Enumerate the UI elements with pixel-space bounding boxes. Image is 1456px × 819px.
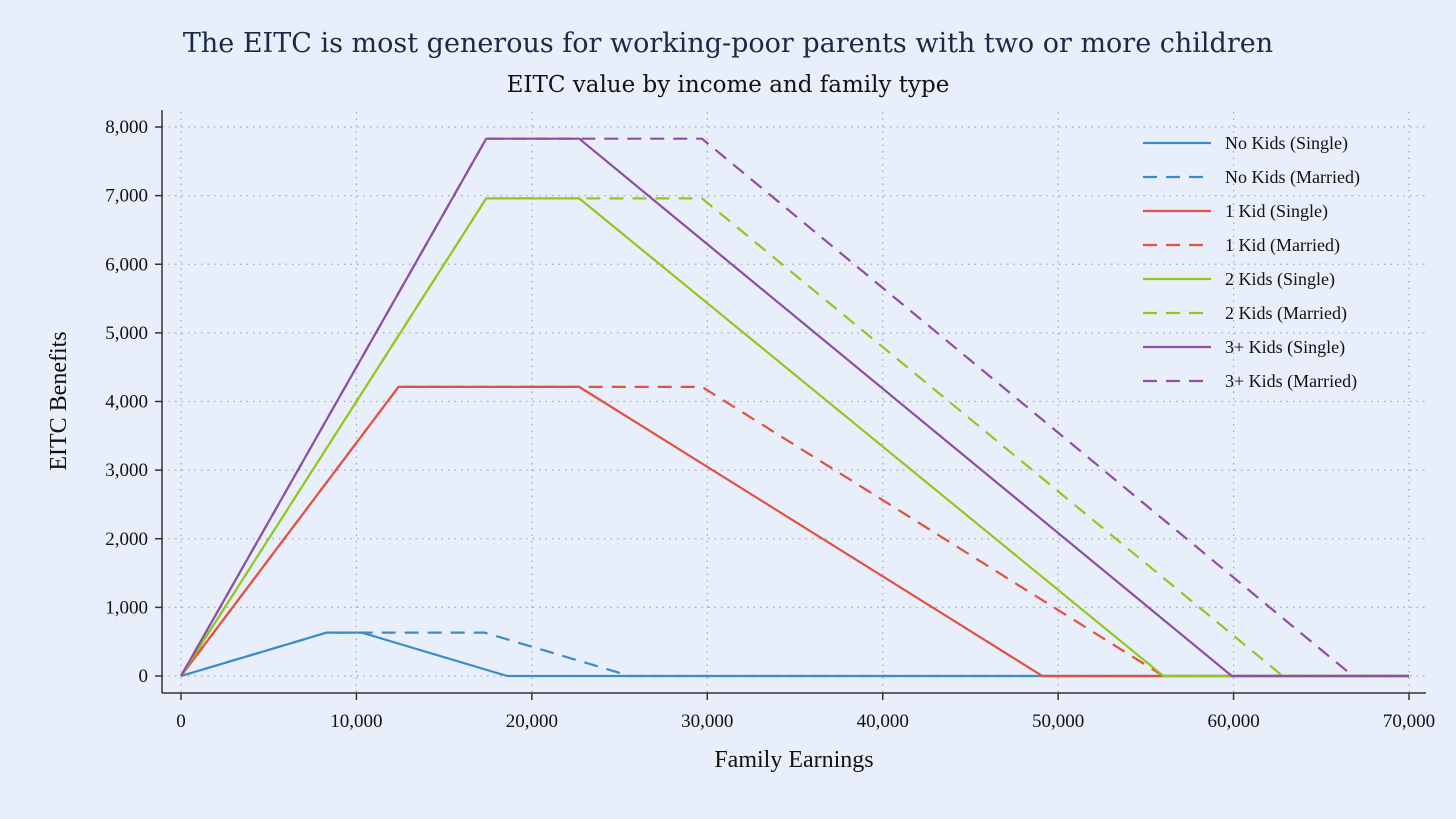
legend-label: No Kids (Single) [1225,133,1348,154]
series-lines [180,137,1409,678]
x-tick-label: 40,000 [857,711,909,732]
grid [162,112,1426,693]
y-tick-label: 5,000 [105,323,148,344]
x-tick-label: 0 [176,711,186,732]
legend-label: No Kids (Married) [1225,167,1360,188]
x-axis-title: Family Earnings [714,747,873,773]
y-tick-label: 1,000 [105,597,148,618]
legend-label: 3+ Kids (Married) [1225,371,1357,392]
legend-label: 1 Kid (Married) [1225,235,1340,256]
legend-label: 3+ Kids (Single) [1225,337,1345,358]
y-tick-label: 8,000 [105,117,148,138]
chart-title: The EITC is most generous for working-po… [182,28,1274,59]
y-tick-label: 7,000 [105,186,148,207]
chart-subtitle: EITC value by income and family type [506,72,950,98]
y-tick-label: 3,000 [105,460,148,481]
series-line-7 [180,137,1409,678]
legend: No Kids (Single) No Kids (Married) 1 Kid (… [1143,133,1360,392]
x-tick-label: 30,000 [681,711,733,732]
x-tick-label: 70,000 [1383,711,1435,732]
legend-label: 1 Kid (Single) [1225,201,1328,222]
y-axis-title: EITC Benefits [46,331,72,470]
y-tick-label: 4,000 [105,392,148,413]
x-tick-label: 50,000 [1032,711,1084,732]
y-tick-label: 2,000 [105,529,148,550]
legend-label: 2 Kids (Single) [1225,269,1335,290]
x-tick-label: 10,000 [330,711,382,732]
x-tick-label: 60,000 [1207,711,1259,732]
y-tick-label: 6,000 [105,254,148,275]
series-line-8 [180,137,1409,678]
legend-label: 2 Kids (Married) [1225,303,1347,324]
axes: 0 1,000 2,000 3,000 4,000 5,000 6,000 7,000 8,00… [105,110,1435,732]
x-tick-label: 20,000 [506,711,558,732]
series-line-1 [180,631,1409,678]
y-tick-label: 0 [139,666,149,687]
